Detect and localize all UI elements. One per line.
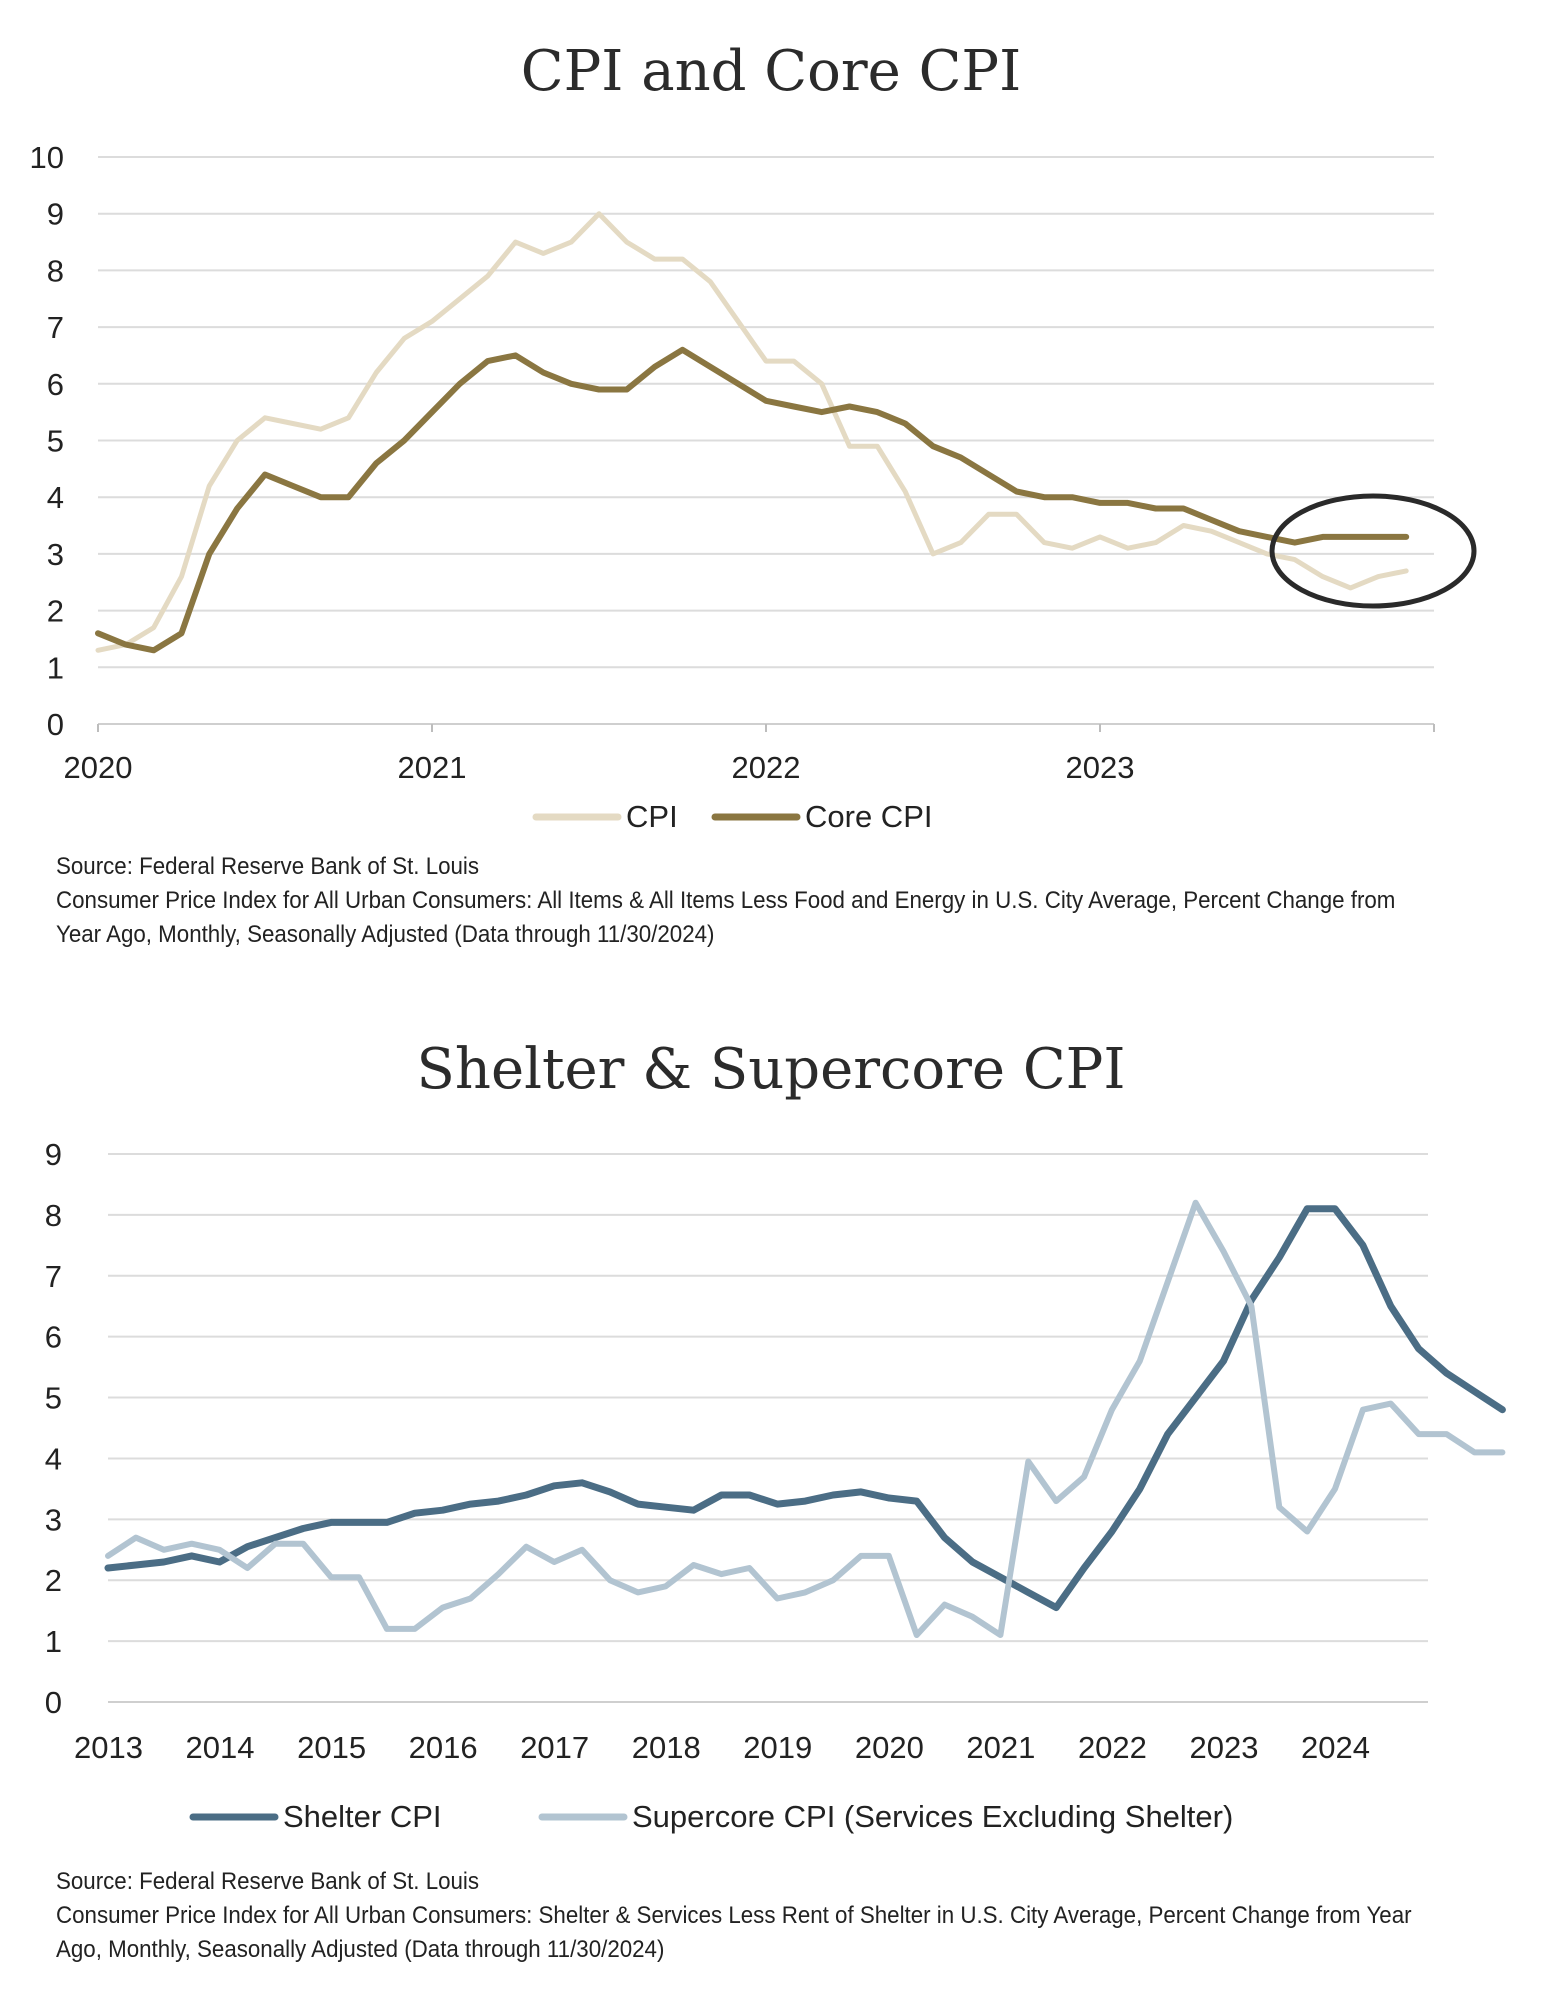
legend-label: Shelter CPI (283, 1799, 442, 1834)
chart-title: CPI and Core CPI (521, 39, 1021, 104)
y-tick-label: 4 (47, 480, 64, 515)
y-tick-label: 4 (45, 1441, 62, 1476)
y-tick-label: 7 (45, 1259, 62, 1294)
x-tick-label: 2015 (297, 1730, 366, 1765)
x-tick-label: 2020 (855, 1730, 924, 1765)
series-line-shelter-cpi (104, 1205, 1506, 1612)
y-tick-label: 1 (45, 1624, 62, 1659)
x-tick-label: 2014 (186, 1730, 255, 1765)
series-line-supercore-cpi-services-excluding-shelter (105, 1199, 1506, 1638)
y-tick-label: 2 (45, 1563, 62, 1598)
x-tick-label: 2017 (520, 1730, 589, 1765)
y-tick-label: 0 (45, 1685, 62, 1720)
chart-title: Shelter & Supercore CPI (417, 1037, 1126, 1102)
y-tick-label: 1 (47, 650, 64, 685)
annotation-ellipse (1269, 493, 1477, 609)
y-tick-label: 6 (47, 367, 64, 402)
x-tick-label: 2018 (632, 1730, 701, 1765)
x-tick-label: 2013 (74, 1730, 143, 1765)
series-line-cpi (95, 211, 1409, 653)
x-tick-label: 2021 (398, 750, 467, 785)
legend-label: Supercore CPI (Services Excluding Shelte… (632, 1799, 1233, 1834)
y-tick-label: 5 (45, 1381, 62, 1416)
y-tick-label: 3 (45, 1502, 62, 1537)
legend-label: CPI (626, 799, 678, 834)
description-text: Consumer Price Index for All Urban Consu… (56, 887, 1396, 948)
x-tick-label: 2016 (409, 1730, 478, 1765)
y-tick-label: 8 (47, 253, 64, 288)
source-line: Source: Federal Reserve Bank of St. Loui… (56, 1868, 480, 1895)
x-tick-label: 2021 (966, 1730, 1035, 1765)
x-tick-label: 2023 (1066, 750, 1135, 785)
y-tick-label: 9 (45, 1137, 62, 1172)
x-tick-label: 2024 (1301, 1730, 1370, 1765)
legend-label: Core CPI (805, 799, 932, 834)
y-tick-label: 10 (30, 140, 64, 175)
y-tick-label: 3 (47, 537, 64, 572)
y-tick-label: 2 (47, 594, 64, 629)
x-tick-label: 2022 (732, 750, 801, 785)
y-tick-label: 0 (47, 707, 64, 742)
description-text: Consumer Price Index for All Urban Consu… (56, 1902, 1412, 1963)
x-tick-label: 2020 (64, 750, 133, 785)
y-tick-label: 5 (47, 424, 64, 459)
x-tick-label: 2022 (1078, 1730, 1147, 1765)
source-note-shelter: Source: Federal Reserve Bank of St. Loui… (56, 1865, 1414, 1967)
y-tick-label: 9 (47, 197, 64, 232)
source-line: Source: Federal Reserve Bank of St. Loui… (56, 853, 480, 880)
x-tick-label: 2023 (1189, 1730, 1258, 1765)
x-tick-label: 2019 (743, 1730, 812, 1765)
source-note-cpi: Source: Federal Reserve Bank of St. Loui… (56, 850, 1414, 952)
series-line-core-cpi (95, 346, 1410, 654)
y-tick-label: 7 (47, 310, 64, 345)
y-tick-label: 8 (45, 1198, 62, 1233)
y-tick-label: 6 (45, 1320, 62, 1355)
